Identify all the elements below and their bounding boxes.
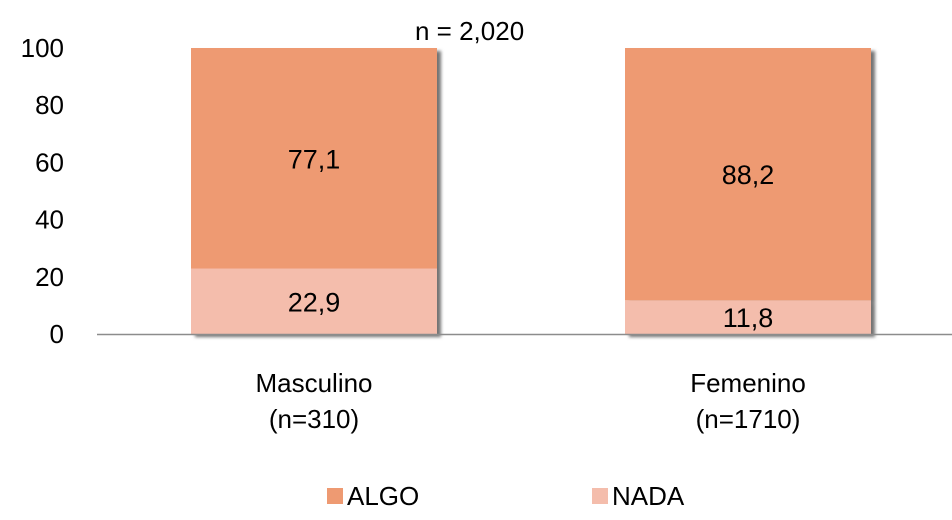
legend-item: ALGO <box>327 481 419 511</box>
y-tick-label: 40 <box>35 205 64 235</box>
legend: ALGO NADA <box>327 481 685 511</box>
sample-size-annotation: n = 2,020 <box>415 16 524 46</box>
legend-swatch <box>327 488 343 504</box>
y-tick-label: 0 <box>50 319 64 349</box>
labels-layer: 22,9 77,1 11,8 88,2 <box>288 144 775 333</box>
legend-label: ALGO <box>347 481 419 511</box>
data-label: 11,8 <box>723 303 774 333</box>
bar-stack <box>625 48 871 334</box>
legend-label: NADA <box>612 481 685 511</box>
data-label: 22,9 <box>288 287 341 317</box>
y-tick-label: 20 <box>35 262 64 292</box>
x-tick-label: (n=310) <box>269 404 359 434</box>
bar-stack <box>191 48 437 334</box>
x-tick-label: (n=1710) <box>696 404 801 434</box>
bar-segment-nada <box>625 300 871 334</box>
legend-swatch <box>592 488 608 504</box>
data-label: 77,1 <box>288 144 341 174</box>
axis-layer: 0 20 40 60 80 100 Masculino (n=310) Femenino (n=1… <box>21 33 952 434</box>
bars-layer <box>191 48 871 334</box>
x-tick-label: Masculino <box>255 368 372 398</box>
x-tick-label: Femenino <box>690 368 806 398</box>
data-label: 88,2 <box>722 160 775 190</box>
y-tick-label: 80 <box>35 90 64 120</box>
bar-segment-nada <box>191 268 437 334</box>
bar-segment-algo <box>191 48 437 269</box>
bar-segment-algo <box>625 48 871 301</box>
legend-item: NADA <box>592 481 685 511</box>
y-tick-label: 100 <box>21 33 64 63</box>
y-tick-label: 60 <box>35 147 64 177</box>
